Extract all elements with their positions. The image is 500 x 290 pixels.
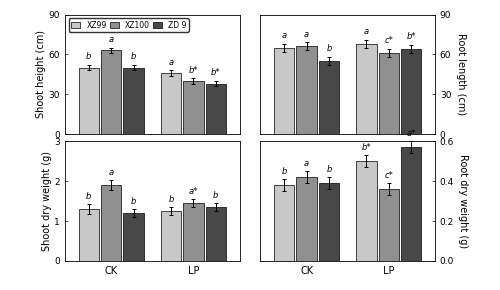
Text: b*: b* — [211, 68, 220, 77]
Bar — [78, 209, 99, 261]
Bar — [319, 183, 339, 261]
Bar — [356, 44, 376, 134]
Y-axis label: Shoot height (cm): Shoot height (cm) — [36, 30, 46, 118]
Bar — [124, 68, 144, 134]
Y-axis label: Shoot dry weight (g): Shoot dry weight (g) — [42, 151, 51, 251]
Bar — [296, 177, 316, 261]
Text: b: b — [86, 52, 92, 61]
Text: b*: b* — [188, 66, 198, 75]
Text: a: a — [304, 30, 309, 39]
Bar — [206, 207, 226, 261]
Bar — [184, 203, 204, 261]
Bar — [101, 50, 121, 134]
Bar — [401, 147, 421, 261]
Text: b: b — [213, 191, 218, 200]
Text: b: b — [131, 197, 136, 206]
Text: b: b — [86, 192, 92, 201]
Bar — [78, 68, 99, 134]
Bar — [356, 161, 376, 261]
Legend: XZ99, XZ100, ZD 9: XZ99, XZ100, ZD 9 — [69, 18, 189, 32]
Bar — [296, 46, 316, 134]
Text: b*: b* — [406, 32, 416, 41]
Text: b: b — [168, 195, 173, 204]
Bar — [206, 84, 226, 134]
Bar — [101, 185, 121, 261]
Bar — [274, 48, 294, 134]
Bar — [401, 49, 421, 134]
Text: b*: b* — [362, 143, 371, 152]
Text: c*: c* — [384, 37, 394, 46]
Y-axis label: Root length (cm): Root length (cm) — [456, 33, 466, 115]
Text: a: a — [282, 31, 286, 40]
Bar — [124, 213, 144, 261]
Text: b: b — [326, 44, 332, 53]
Text: b: b — [131, 52, 136, 61]
Y-axis label: Root dry weight (g): Root dry weight (g) — [458, 154, 468, 248]
Text: a: a — [108, 168, 114, 177]
Bar — [184, 81, 204, 134]
Text: b: b — [282, 167, 287, 176]
Bar — [379, 53, 399, 134]
Text: a: a — [108, 35, 114, 44]
Text: a: a — [364, 27, 369, 36]
Text: a*: a* — [406, 129, 416, 138]
Bar — [161, 73, 181, 134]
Text: a*: a* — [188, 186, 198, 195]
Bar — [161, 211, 181, 261]
Text: a: a — [304, 159, 309, 168]
Bar — [319, 61, 339, 134]
Text: c*: c* — [384, 171, 394, 180]
Text: b: b — [326, 165, 332, 174]
Bar — [379, 189, 399, 261]
Text: a: a — [168, 58, 173, 67]
Bar — [274, 185, 294, 261]
